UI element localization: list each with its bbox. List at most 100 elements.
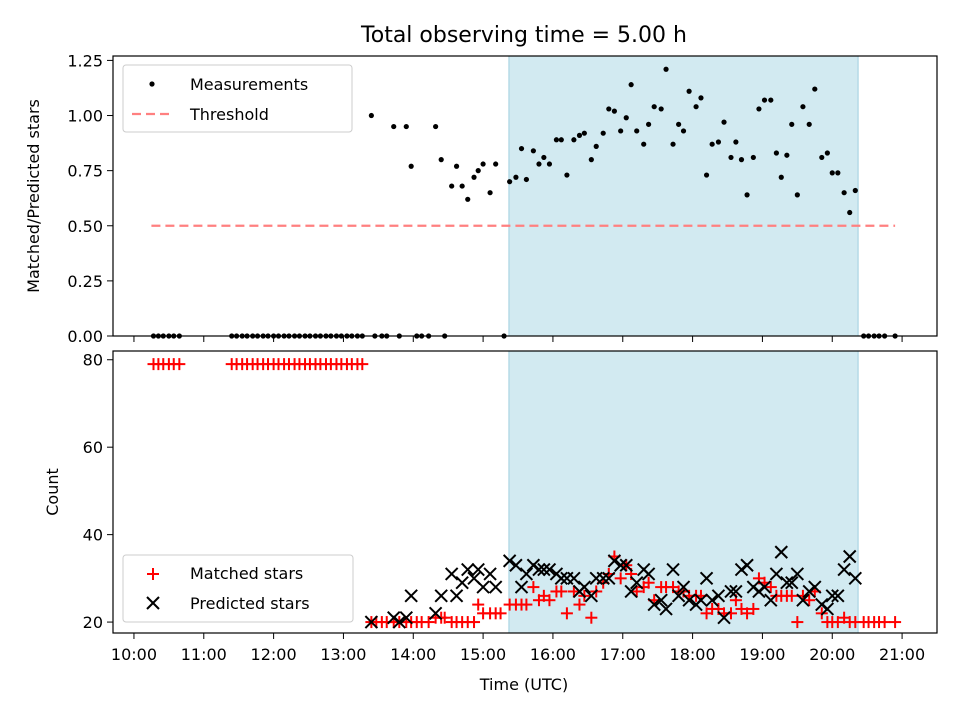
predicted-star-point [848,571,863,586]
predicted-star-point [554,571,569,586]
x-tick-label: 10:00 [111,645,157,664]
predicted-star-point [694,593,708,607]
bottom-y-tick-label: 80 [83,351,103,370]
top-y-tick-label: 0.75 [67,162,103,181]
measurement-point [680,128,687,134]
measurement-point [756,106,762,112]
measurement-point [698,95,704,101]
predicted-star-point [461,562,475,577]
predicted-star-point [630,576,644,590]
predicted-star-point [699,571,714,586]
measurement-point [658,106,664,112]
measurement-point [852,187,858,194]
matched-star-point [560,607,573,620]
matched-star-point [803,594,816,607]
measurement-point [530,148,536,154]
predicted-star-point [740,558,754,572]
measurement-point [408,163,414,169]
measurement-point [523,176,529,183]
predicted-star-point [769,567,784,581]
predicted-star-point [831,589,845,603]
predicted-star-point [584,589,599,603]
bottom-y-tick-label: 60 [83,438,103,457]
bottom-y-ticks: 20 40 60 80 [83,351,113,632]
measurement-point [618,128,624,134]
matched-star-point [878,616,891,629]
predicted-star-point [607,554,622,568]
measurement-point [824,150,830,156]
top-plot-frame [112,55,938,337]
x-tick-label: 19:00 [739,645,785,664]
predicted-star-point [671,589,686,603]
measurement-point [449,183,455,189]
measurement-point [628,82,634,88]
matched-star-point [527,581,540,594]
top-y-tick-label: 1.00 [67,107,103,126]
matched-star-point [764,581,777,594]
matched-star-point [468,616,481,629]
measurement-point [600,130,606,136]
predicted-star-point [705,593,719,607]
predicted-star-point [364,615,379,629]
predicted-star-point [455,576,469,590]
bottom-legend: Matched stars Predicted stars [122,554,354,623]
predicted-star-point [666,562,680,577]
measurement-point [606,106,612,112]
measurement-point [593,143,599,149]
predicted-star-points [364,545,863,629]
measurement-point [480,161,486,167]
matched-star-point [573,598,586,611]
predicted-star-point [711,589,726,603]
predicted-star-point [619,558,633,572]
measurement-point [784,152,790,158]
predicted-star-point [837,562,851,577]
predicted-star-point [676,580,691,594]
predicted-star-point [567,571,581,586]
measurement-point [778,174,784,180]
measurement-point [634,128,640,134]
matched-star-point [642,576,655,589]
measurement-point [403,123,409,130]
x-tick-label: 16:00 [530,645,576,664]
measurement-point [841,190,847,196]
x-tick-label: 12:00 [251,645,297,664]
bottom-plot-frame [112,350,938,634]
predicted-star-point [488,580,503,594]
measurement-point [812,86,818,92]
measurement-point [715,139,722,145]
measurement-point [800,104,806,110]
x-tick-label: 13:00 [320,645,366,664]
ratio-panel: 0.00 0.25 0.50 0.75 1.00 1.25 Matched/Predict… [24,51,938,346]
matched-star-point [543,594,556,607]
bottom-y-tick-label: 40 [83,526,103,545]
legend-matched-label: Matched stars [190,564,303,583]
bottom-x-ticks: 10:00 11:00 12:00 13:00 14:00 15:00 16:00 17:00… [111,633,925,664]
measurement-point [558,137,564,143]
predicted-star-point [514,580,529,594]
measurement-point [744,192,750,198]
legend-matched-marker [147,568,159,580]
predicted-star-point [820,602,835,616]
predicted-star-point [790,567,805,581]
measurement-point [676,121,682,127]
predicted-star-point [613,558,628,572]
x-tick-label: 14:00 [390,645,436,664]
top-y-axis-label: Matched/Predicted stars [24,99,43,293]
predicted-star-point [724,584,738,599]
measurement-point [391,123,397,130]
measurement-point [829,170,835,176]
predicted-star-point [542,562,557,577]
legend-threshold-label: Threshold [189,105,269,124]
measurement-point [761,97,768,103]
matched-star-point [494,607,507,620]
measurement-point [581,130,587,136]
matched-star-point [741,607,754,620]
matched-star-point [520,598,533,611]
measurement-point [564,172,570,178]
predicted-star-point [596,571,610,586]
predicted-star-point [717,610,731,625]
measurement-point [646,121,652,127]
measurement-point [789,121,795,127]
legend-measurements-label: Measurements [190,75,308,94]
top-y-tick-label: 0.25 [67,272,103,291]
